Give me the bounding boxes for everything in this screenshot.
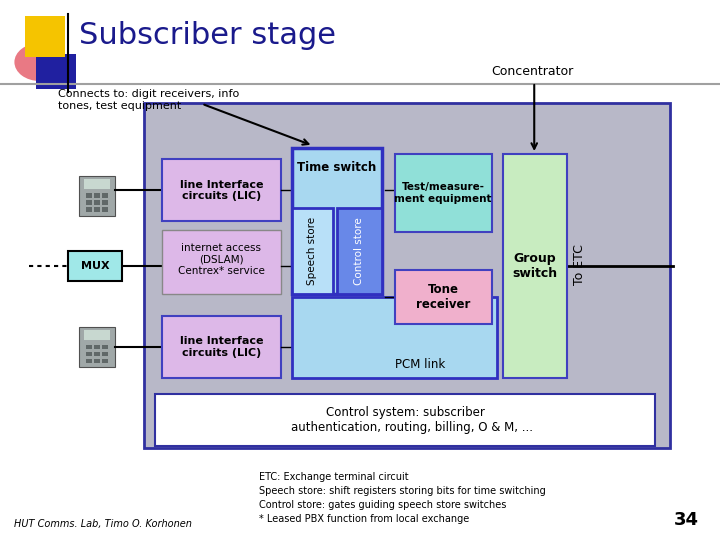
Bar [79, 327, 115, 367]
Bar [68, 251, 122, 281]
Bar [162, 159, 281, 221]
Bar [94, 359, 100, 363]
Text: Connects to: digit receivers, info
tones, test equipment: Connects to: digit receivers, info tones… [58, 89, 239, 111]
Bar [162, 316, 281, 378]
Bar [86, 200, 92, 205]
Bar [94, 345, 100, 349]
Text: internet access
(DSLAM)
Centrex* service: internet access (DSLAM) Centrex* service [178, 242, 265, 276]
Text: Speech store: shift registers storing bits for time switching: Speech store: shift registers storing bi… [259, 486, 546, 496]
Bar [102, 207, 108, 212]
Text: MUX: MUX [81, 261, 109, 271]
Bar [102, 352, 108, 356]
Text: To ETC: To ETC [573, 244, 586, 285]
Bar [337, 208, 382, 294]
Text: * Leased PBX function from local exchange: * Leased PBX function from local exchang… [259, 514, 469, 524]
Bar [86, 193, 92, 198]
Bar [292, 297, 497, 378]
Text: Subscriber stage: Subscriber stage [79, 21, 336, 50]
Ellipse shape [14, 43, 65, 81]
Text: Control store: gates guiding speech store switches: Control store: gates guiding speech stor… [259, 500, 507, 510]
Bar [162, 230, 281, 294]
Bar [86, 352, 92, 356]
Bar [84, 179, 110, 189]
Text: Time switch: Time switch [297, 161, 377, 174]
Bar [292, 208, 333, 294]
Bar [102, 193, 108, 198]
Bar [25, 16, 65, 57]
Bar [102, 345, 108, 349]
Bar [102, 200, 108, 205]
Bar [94, 352, 100, 356]
Text: Tone
receiver: Tone receiver [416, 283, 470, 311]
Bar [94, 200, 100, 205]
Text: 34: 34 [673, 511, 698, 529]
Bar [94, 193, 100, 198]
Text: line Interface
circuits (LIC): line Interface circuits (LIC) [180, 179, 263, 201]
Bar [86, 359, 92, 363]
Bar [155, 394, 655, 446]
Text: ETC: Exchange terminal circuit: ETC: Exchange terminal circuit [259, 472, 409, 483]
Text: Control store: Control store [354, 217, 364, 285]
Bar [144, 103, 670, 448]
Bar [36, 54, 76, 89]
Bar [79, 176, 115, 216]
Bar [94, 207, 100, 212]
Bar [395, 270, 492, 324]
Text: PCM link: PCM link [395, 358, 445, 371]
Text: Speech store: Speech store [307, 217, 318, 285]
Text: line Interface
circuits (LIC): line Interface circuits (LIC) [180, 336, 263, 358]
Bar [84, 330, 110, 340]
Text: HUT Comms. Lab, Timo O. Korhonen: HUT Comms. Lab, Timo O. Korhonen [14, 519, 192, 529]
Text: Concentrator: Concentrator [492, 65, 574, 78]
Text: Control system: subscriber
    authentication, routing, billing, O & M, ...: Control system: subscriber authenticatio… [276, 406, 534, 434]
Bar [503, 154, 567, 378]
Bar [395, 154, 492, 232]
Bar [86, 345, 92, 349]
Text: Group
switch: Group switch [513, 252, 557, 280]
Text: Test/measure-
ment equipment: Test/measure- ment equipment [395, 183, 492, 204]
Bar [292, 148, 382, 294]
Bar [86, 207, 92, 212]
Bar [102, 359, 108, 363]
